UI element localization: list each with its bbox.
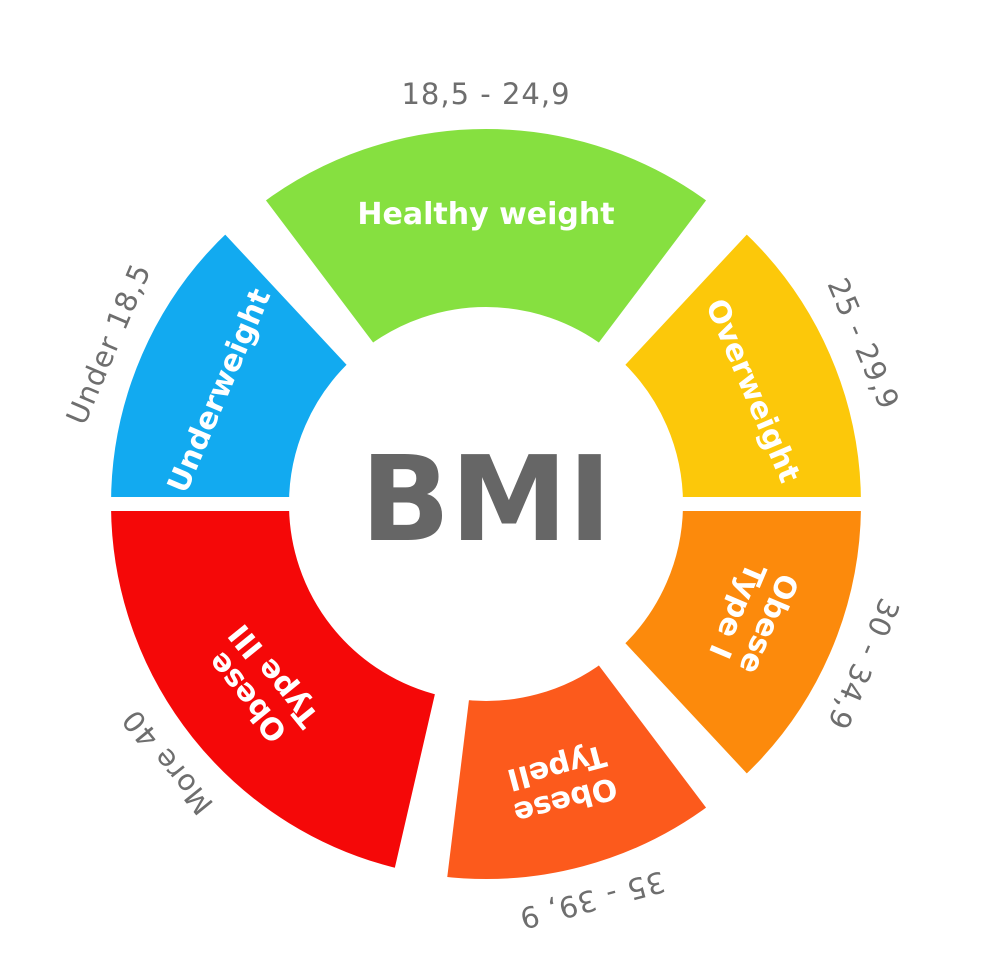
segment-name-line: Healthy weight (357, 197, 614, 232)
segment-range-healthy: 18,5 - 24,9 (401, 77, 570, 111)
segment-obese-type-1 (605, 497, 876, 794)
segment-obese-type-2 (431, 645, 726, 893)
segment-obese-type-3 (96, 497, 452, 885)
segment-overweight (605, 214, 876, 511)
segment-healthy (246, 115, 726, 363)
segment-name-healthy: Healthy weight (357, 197, 614, 232)
center-title: BMI (360, 430, 611, 568)
segment-underweight (96, 214, 367, 511)
